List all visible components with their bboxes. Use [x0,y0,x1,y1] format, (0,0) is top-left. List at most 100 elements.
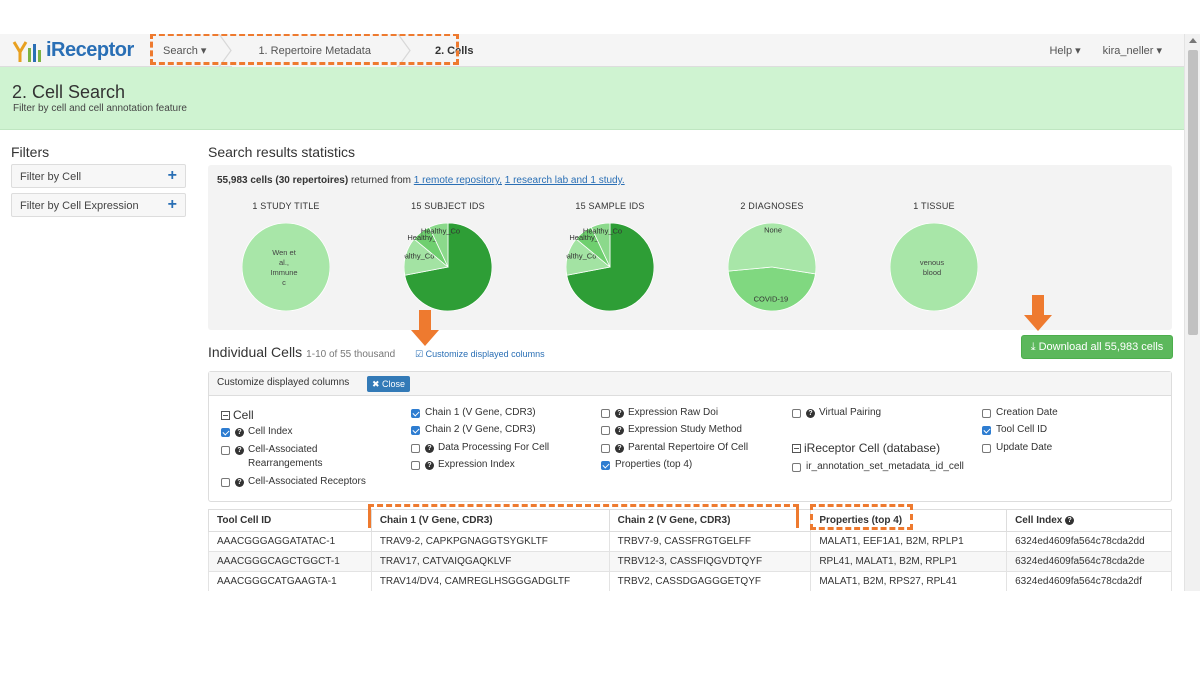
download-all-button[interactable]: ⤓ Download all 55,983 cells [1021,335,1173,359]
checkbox[interactable] [411,409,420,418]
cell-index: 6324ed4609fa564c78cda2df [1006,571,1172,591]
pie-center-label: venous [920,258,944,267]
option-expression-raw-doi[interactable]: ? Expression Raw Doi [601,406,718,420]
checkbox[interactable] [982,426,991,435]
download-icon: ⤓ [1030,340,1036,353]
pie-slice[interactable] [728,223,816,275]
step-cells[interactable]: 2. Cells [434,44,474,57]
customize-columns-link[interactable]: ☑ Customize displayed columns [415,349,545,360]
checkbox[interactable] [601,444,610,453]
close-button[interactable]: ✖ Close [367,376,411,392]
vertical-scrollbar[interactable] [1184,34,1200,591]
user-menu[interactable]: kira_neller ▾ [1102,45,1162,57]
option-cell-assoc-receptors[interactable]: ? Cell-Associated Receptors [221,475,366,489]
checkbox[interactable] [411,444,420,453]
stats-summary: 55,983 cells (30 repertoires) returned f… [217,175,625,186]
group-ireceptor-cell[interactable]: iReceptor Cell (database) [792,441,940,455]
option-properties[interactable]: Properties (top 4) [601,458,692,472]
search-menu[interactable]: Search ▾ [163,45,207,57]
option-label: Data Processing For Cell [438,442,550,453]
option-chain1[interactable]: Chain 1 (V Gene, CDR3) [411,406,536,420]
checkbox[interactable] [792,463,801,472]
group-cell[interactable]: Cell [221,408,254,422]
individual-cells-heading: Individual Cells [208,344,303,360]
pie-slice[interactable] [590,223,611,268]
ireceptor-logo[interactable]: iReceptor [12,37,134,64]
option-expression-index[interactable]: ? Expression Index [411,458,515,472]
option-parental-repertoire[interactable]: ? Parental Repertoire Of Cell [601,441,748,455]
remote-repository-link[interactable]: 1 remote repository, [413,175,502,186]
pie-chart-title: 1 STUDY TITLE [252,201,320,211]
scroll-up-icon[interactable] [1189,38,1197,43]
help-icon: ? [235,446,244,455]
option-ir-annotation[interactable]: ir_annotation_set_metadata_id_cell [792,460,964,474]
help-icon: ? [425,444,434,453]
scrollbar-thumb[interactable] [1188,50,1198,335]
pie-slice[interactable] [242,223,330,311]
cell-chain1: TRAV9-2, CAPKPGNAGGTSYGKLTF [370,531,610,552]
option-label: Chain 1 (V Gene, CDR3) [425,407,536,418]
column-header-tool-cell-id[interactable]: Tool Cell ID [208,509,372,532]
option-data-processing[interactable]: ? Data Processing For Cell [411,441,549,455]
step-repertoire-metadata[interactable]: 1. Repertoire Metadata [232,34,397,67]
option-tool-cell-id[interactable]: Tool Cell ID [982,423,1047,437]
checkbox[interactable] [982,409,991,418]
checkbox[interactable] [601,461,610,470]
column-header-chain2[interactable]: Chain 2 (V Gene, CDR3) [608,509,812,532]
checkbox[interactable] [792,409,801,418]
research-lab-link[interactable]: 1 research lab and 1 study. [504,175,625,186]
option-virtual-pairing[interactable]: ? Virtual Pairing [792,406,881,420]
customize-panel-header: Customize displayed columns ✖ Close [209,372,1171,396]
cell-tool-cell-id: AAACGGGCAGCTGGCT-1 [208,551,372,572]
pie-chart-title: 15 SAMPLE IDS [575,201,645,211]
filters-title: Filters [11,144,50,160]
cells-count: 1-10 of 55 thousand [306,349,396,360]
option-label: Update Date [996,442,1053,453]
checkbox[interactable] [221,446,230,455]
pie-chart-2: 15 SAMPLE IDS OtherHealthy_CoHealthy_CoHe… [545,201,675,316]
option-expression-study-method[interactable]: ? Expression Study Method [601,423,742,437]
checkbox[interactable] [221,428,230,437]
checkbox[interactable] [411,426,420,435]
option-update-date[interactable]: Update Date [982,441,1052,455]
column-header-properties[interactable]: Properties (top 4) [810,509,1008,532]
pie-slice[interactable] [890,223,978,311]
pie-center-label: Wen et [272,248,297,257]
customize-columns-panel: Customize displayed columns ✖ Close [208,371,1172,502]
pie-slice[interactable] [428,223,449,268]
pie-slice[interactable] [728,266,816,311]
plus-icon: + [167,196,177,213]
stats-title: Search results statistics [208,144,356,160]
checkbox[interactable] [601,409,610,418]
option-cell-assoc-rearrangements[interactable]: ? Cell-Associated Rearrangements [221,443,381,471]
column-header-cell-index[interactable]: Cell Index ? [1006,509,1172,532]
nav-right: Help ▾ kira_neller ▾ [1049,34,1162,67]
help-icon: ? [806,409,815,418]
option-label: Chain 2 (V Gene, CDR3) [425,424,536,435]
cell-index: 6324ed4609fa564c78cda2dd [1006,531,1172,552]
filter-by-cell[interactable]: Filter by Cell + [11,164,186,188]
column-header-chain1[interactable]: Chain 1 (V Gene, CDR3) [370,509,610,532]
option-label: Expression Raw Doi [628,407,719,418]
cell-properties: MALAT1, B2M, RPS27, RPL41 [810,571,1008,591]
option-chain2[interactable]: Chain 2 (V Gene, CDR3) [411,423,536,437]
help-menu[interactable]: Help ▾ [1049,45,1081,57]
option-label: Parental Repertoire Of Cell [628,442,749,453]
checkbox[interactable] [411,461,420,470]
brand-name: iReceptor [46,39,134,61]
option-cell-index[interactable]: ? Cell Index [221,425,292,439]
filter-by-cell-expression[interactable]: Filter by Cell Expression + [11,193,186,217]
checkbox[interactable] [601,426,610,435]
pie-center-label: al., [279,258,289,267]
edit-icon: ☑ [415,349,424,359]
option-creation-date[interactable]: Creation Date [982,406,1058,420]
customize-columns-label: Customize displayed columns [425,349,545,359]
chevron-right-icon [397,34,411,67]
option-label: Expression Study Method [628,424,742,435]
collapse-icon [792,444,801,453]
checkbox[interactable] [221,478,230,487]
checkbox[interactable] [982,444,991,453]
